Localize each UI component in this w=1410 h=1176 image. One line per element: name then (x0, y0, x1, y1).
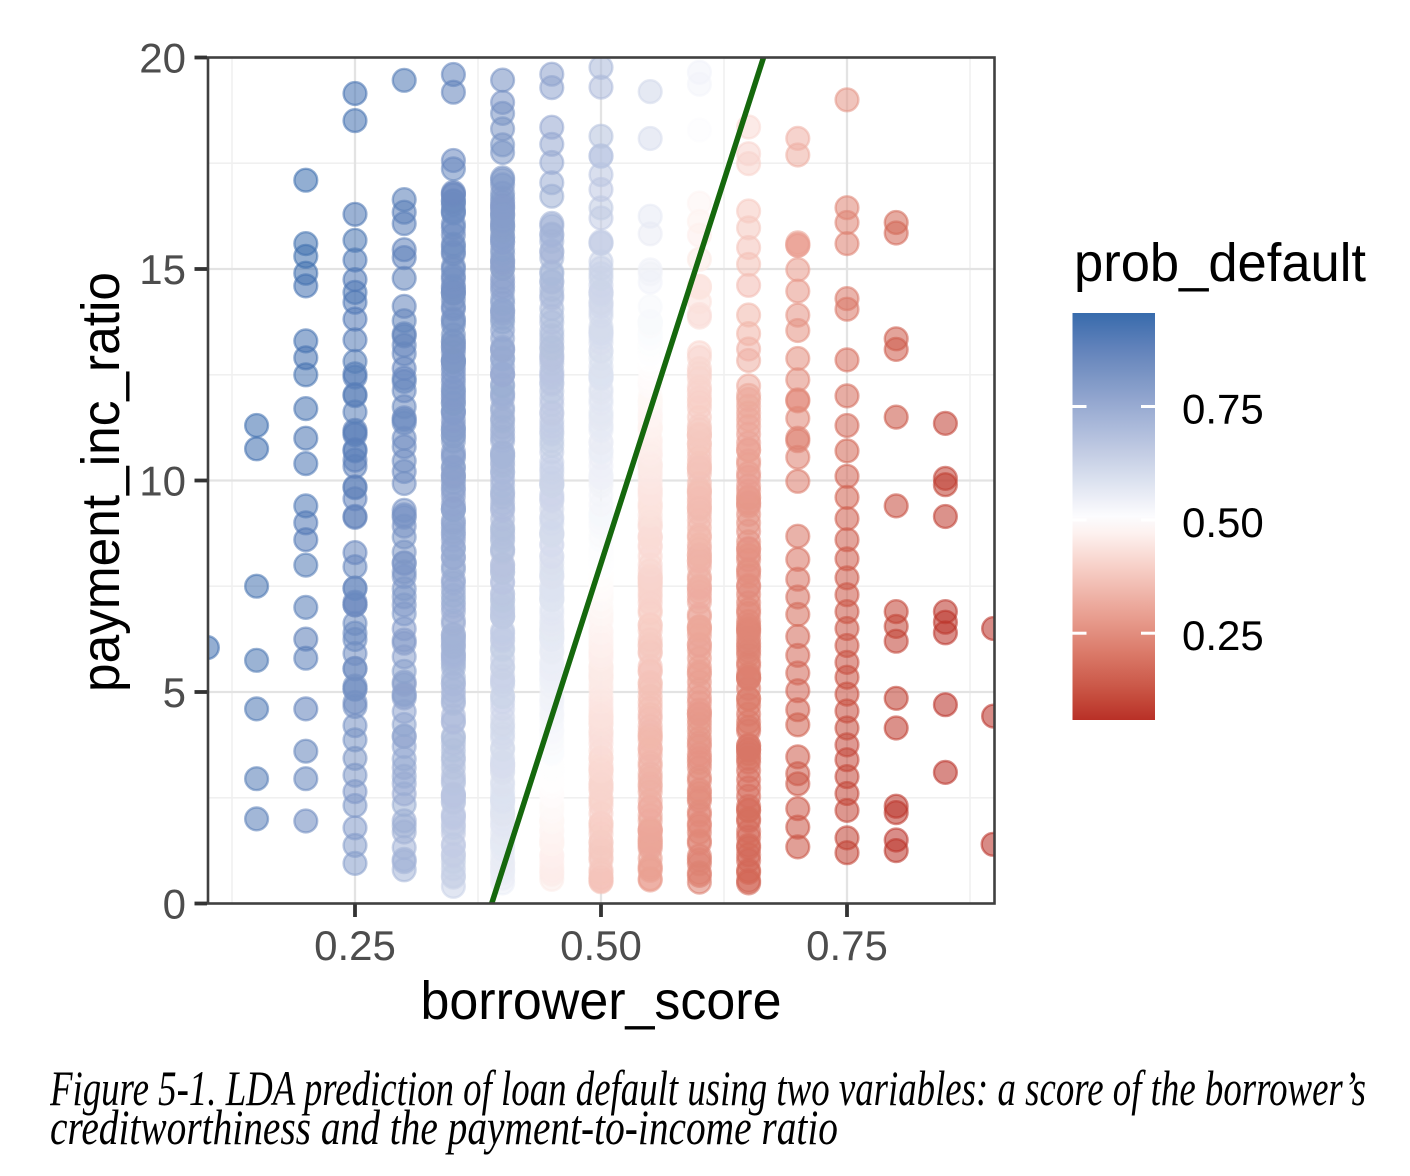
svg-text:0.75: 0.75 (1182, 385, 1264, 432)
svg-text:15: 15 (139, 246, 186, 293)
svg-text:5: 5 (163, 669, 186, 716)
svg-text:0.75: 0.75 (806, 922, 888, 969)
svg-text:0.25: 0.25 (1182, 612, 1264, 659)
svg-text:borrower_score: borrower_score (421, 971, 782, 1031)
svg-text:10: 10 (139, 458, 186, 505)
svg-text:20: 20 (139, 35, 186, 82)
svg-text:prob_default: prob_default (1074, 233, 1366, 293)
svg-text:Figure 5-1. LDA prediction of: Figure 5-1. LDA prediction of loan defau… (50, 1060, 1366, 1116)
svg-text:0.50: 0.50 (560, 922, 642, 969)
svg-text:0: 0 (163, 881, 186, 928)
svg-text:0.50: 0.50 (1182, 499, 1264, 546)
svg-text:creditworthiness and the payme: creditworthiness and the payment-to-inco… (50, 1099, 838, 1155)
svg-text:payment_inc_ratio: payment_inc_ratio (71, 272, 131, 692)
svg-text:0.25: 0.25 (314, 922, 396, 969)
